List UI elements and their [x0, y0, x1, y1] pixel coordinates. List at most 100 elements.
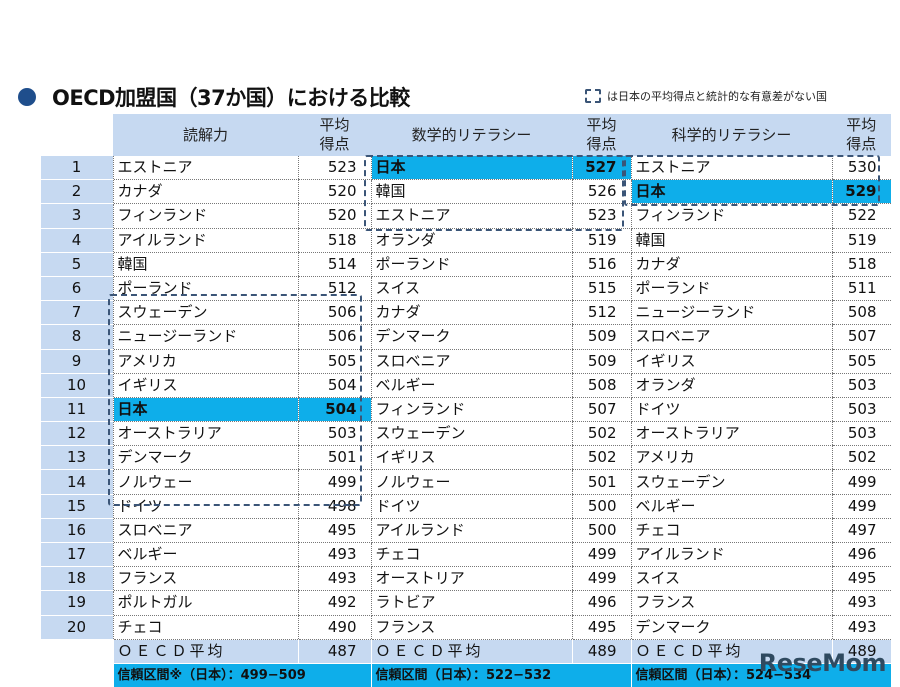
science-score: 493	[831, 615, 891, 640]
math-country: デンマーク	[370, 324, 572, 350]
table-row: 19 ポルトガル 492 ラトビア 496 フランス 493	[40, 590, 891, 616]
table-row: 9 アメリカ 505 スロベニア 509 イギリス 505	[40, 349, 891, 374]
reading-country: デンマーク	[112, 445, 298, 471]
math-score: 527	[571, 156, 632, 181]
oecd-average-math: 489	[571, 639, 631, 664]
header-science: 科学的リテラシー	[631, 114, 832, 156]
math-score: 501	[571, 469, 632, 495]
science-score: 503	[831, 397, 891, 423]
reading-country: カナダ	[112, 179, 298, 205]
reading-country: ドイツ	[112, 494, 298, 519]
math-score: 502	[571, 445, 632, 471]
science-score: 519	[831, 228, 891, 253]
reading-score: 514	[297, 252, 372, 277]
table-row: 13 デンマーク 501 イギリス 502 アメリカ 502	[40, 445, 891, 471]
rank-cell: 4	[40, 228, 113, 253]
reading-country: ベルギー	[112, 542, 298, 568]
science-score: 522	[831, 203, 891, 229]
science-country: ベルギー	[630, 494, 832, 519]
math-score: 499	[571, 542, 632, 568]
science-country: ニュージーランド	[630, 300, 832, 326]
header-science-score: 平均 得点	[832, 114, 891, 156]
rank-cell: 19	[40, 590, 113, 616]
rank-cell: 5	[40, 252, 113, 277]
math-score: 509	[571, 349, 632, 374]
science-country: オランダ	[630, 373, 832, 398]
science-score: 495	[831, 566, 891, 592]
reading-score: 498	[297, 494, 372, 519]
science-score: 518	[831, 252, 891, 277]
reading-score: 495	[297, 518, 372, 544]
math-score: 500	[571, 494, 632, 519]
table-header-row: 読解力 平均 得点 数学的リテラシー 平均 得点 科学的リテラシー 平均 得点	[40, 114, 891, 156]
science-country: エストニア	[630, 156, 832, 181]
table-row: 5 韓国 514 ポーランド 516 カナダ 518	[40, 252, 891, 277]
science-score: 497	[831, 518, 891, 544]
reading-country: 日本	[112, 397, 298, 423]
avg-blank	[40, 639, 113, 664]
oecd-average-label: ＯＥＣＤ平均	[112, 639, 298, 664]
dashed-box-icon	[585, 89, 601, 103]
math-score: 507	[571, 397, 632, 423]
oecd-average-science: 489	[831, 639, 891, 664]
reading-score: 506	[297, 300, 372, 326]
math-score: 499	[571, 566, 632, 592]
reading-score: 518	[297, 228, 372, 253]
confidence-interval-science: 信頼区間（日本）：524−534	[630, 663, 891, 687]
science-country: イギリス	[630, 349, 832, 374]
science-country: スウェーデン	[630, 469, 832, 495]
reading-score: 505	[297, 349, 372, 374]
science-country: スロベニア	[630, 324, 832, 350]
science-country: スイス	[630, 566, 832, 592]
reading-score: 520	[297, 203, 372, 229]
rank-cell: 1	[40, 156, 113, 181]
reading-country: ポルトガル	[112, 590, 298, 616]
science-country: チェコ	[630, 518, 832, 544]
reading-country: フィンランド	[112, 203, 298, 229]
rank-cell: 7	[40, 300, 113, 326]
math-score: 509	[571, 324, 632, 350]
math-country: スイス	[370, 276, 572, 302]
reading-country: オーストラリア	[112, 421, 298, 447]
reading-score: 492	[297, 590, 372, 616]
reading-score: 506	[297, 324, 372, 350]
reading-country: 韓国	[112, 252, 298, 277]
confidence-interval-row: 信頼区間※（日本）：499−509 信頼区間（日本）：522−532 信頼区間（日本…	[40, 663, 891, 687]
math-score: 512	[571, 300, 632, 326]
math-country: ドイツ	[370, 494, 572, 519]
confidence-interval-math: 信頼区間（日本）：522−532	[370, 663, 631, 687]
math-country: オランダ	[370, 228, 572, 253]
science-score: 499	[831, 494, 891, 519]
math-score: 515	[571, 276, 632, 302]
rank-cell: 2	[40, 179, 113, 205]
math-country: イギリス	[370, 445, 572, 471]
reading-score: 504	[297, 397, 372, 423]
reading-score: 523	[297, 156, 372, 181]
reading-country: ポーランド	[112, 276, 298, 302]
science-score: 496	[831, 542, 891, 568]
math-country: フランス	[370, 615, 572, 640]
reading-country: アイルランド	[112, 228, 298, 253]
science-country: フィンランド	[630, 203, 832, 229]
reading-country: ニュージーランド	[112, 324, 298, 350]
science-country: フランス	[630, 590, 832, 616]
rank-cell: 17	[40, 542, 113, 568]
table-row: 18 フランス 493 オーストリア 499 スイス 495	[40, 566, 891, 592]
reading-country: ノルウェー	[112, 469, 298, 495]
math-score: 516	[571, 252, 632, 277]
science-score: 529	[831, 179, 891, 205]
table-row: 4 アイルランド 518 オランダ 519 韓国 519	[40, 228, 891, 253]
table-row: 17 ベルギー 493 チェコ 499 アイルランド 496	[40, 542, 891, 568]
math-score: 500	[571, 518, 632, 544]
reading-score: 512	[297, 276, 372, 302]
math-country: カナダ	[370, 300, 572, 326]
math-country: チェコ	[370, 542, 572, 568]
science-score: 502	[831, 445, 891, 471]
math-score: 496	[571, 590, 632, 616]
science-score: 503	[831, 421, 891, 447]
math-country: エストニア	[370, 203, 572, 229]
reading-score: 503	[297, 421, 372, 447]
rank-cell: 18	[40, 566, 113, 592]
math-country: 韓国	[370, 179, 572, 205]
table-row: 2 カナダ 520 韓国 526 日本 529	[40, 179, 891, 205]
